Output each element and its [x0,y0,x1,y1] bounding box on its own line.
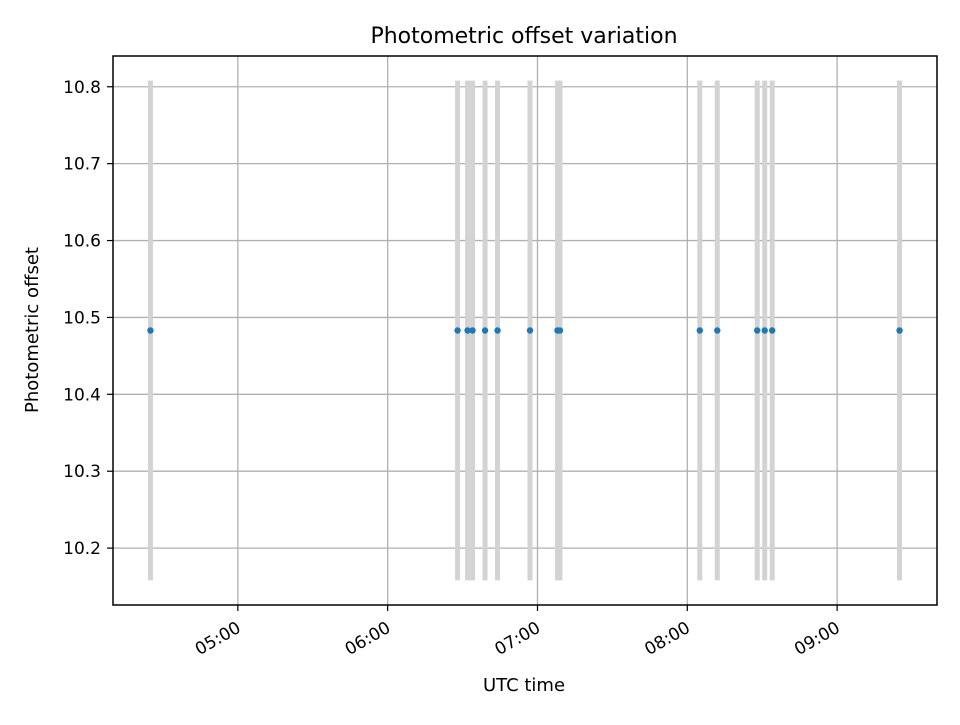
chart-title: Photometric offset variation [370,24,677,49]
data-point [494,327,501,334]
data-point [464,327,471,334]
y-tick-label: 10.5 [63,308,101,328]
y-axis-label: Photometric offset [22,247,43,413]
data-point [714,327,721,334]
data-point [754,327,761,334]
data-point [556,327,564,334]
y-tick-label: 10.6 [63,232,101,252]
y-tick-label: 10.4 [63,385,101,405]
y-tick-label: 10.7 [63,155,101,175]
data-point [454,327,461,334]
y-tick-label: 10.8 [63,78,101,98]
data-point [761,327,768,334]
data-point [469,327,476,334]
y-tick-layer: 10.2 10.3 10.4 10.5 10.6 10.7 10.8 [63,78,113,559]
data-point [481,327,489,334]
grid-layer [113,56,937,605]
plot-frame [112,55,938,606]
data-point [696,327,703,334]
x-axis-label: UTC time [483,675,565,696]
data-point [147,327,154,334]
point-layer [147,327,903,334]
y-tick-label: 10.2 [63,539,101,559]
y-tick-label: 10.3 [63,462,101,482]
data-point [769,327,776,334]
data-point [526,327,534,334]
data-point [896,327,903,334]
